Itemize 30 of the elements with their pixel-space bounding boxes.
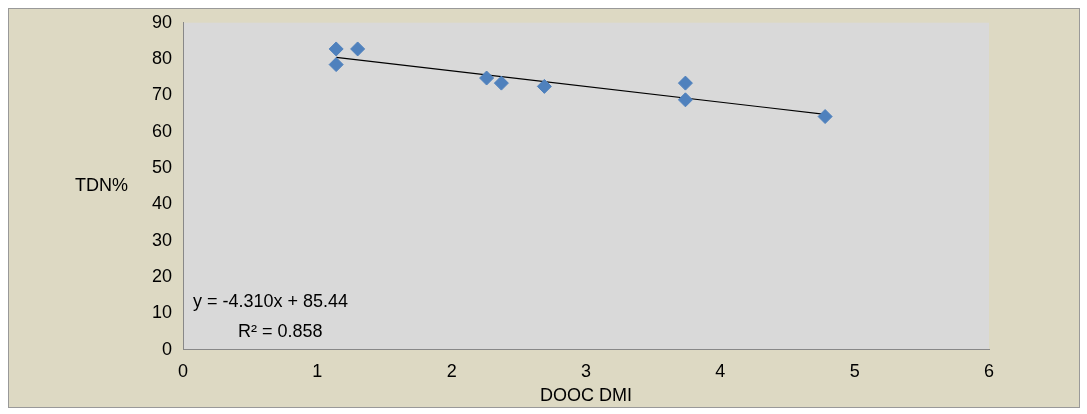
point xyxy=(493,75,509,91)
y-tick-label: 0 xyxy=(162,338,173,359)
point xyxy=(817,109,833,125)
y-tick-label: 10 xyxy=(151,302,173,323)
annotation: R² = 0.858 xyxy=(238,320,323,341)
point xyxy=(536,78,552,94)
x-tick-label: 6 xyxy=(983,360,995,381)
x-tick-label: 5 xyxy=(849,360,860,381)
y-axis-title: TDN% xyxy=(75,175,129,196)
y-tick-label: 70 xyxy=(151,84,173,105)
point xyxy=(677,92,693,108)
y-tick-label: 90 xyxy=(151,11,173,32)
y-tick-label: 20 xyxy=(151,266,173,287)
point xyxy=(479,70,495,86)
x-tick-label: 4 xyxy=(715,360,726,381)
x-tick-label: 0 xyxy=(178,360,189,381)
y-tick-label: 60 xyxy=(151,120,173,141)
y-tick-label: 30 xyxy=(151,229,173,250)
y-tick-label: 50 xyxy=(151,157,173,178)
x-axis-title: DOOC DMI xyxy=(540,385,633,406)
x-tick-label: 3 xyxy=(581,360,592,381)
x-tick-label: 1 xyxy=(312,360,323,381)
y-tick-label: 40 xyxy=(151,193,173,214)
point xyxy=(350,41,366,57)
x-tick-label: 2 xyxy=(446,360,457,381)
annotation: y = -4.310x + 85.44 xyxy=(193,290,349,311)
point xyxy=(677,75,693,91)
point xyxy=(328,41,344,57)
y-tick-label: 80 xyxy=(151,48,173,69)
point xyxy=(328,57,344,73)
